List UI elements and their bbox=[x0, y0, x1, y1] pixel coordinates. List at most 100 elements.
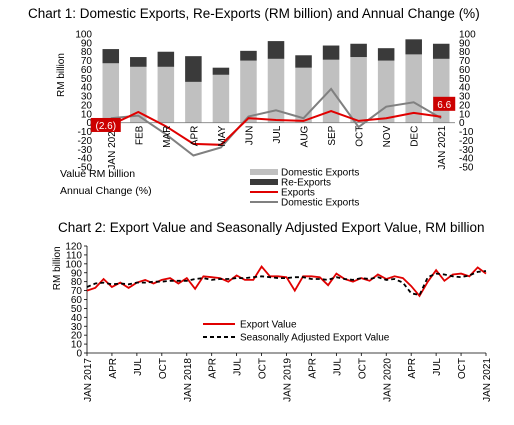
chart2-xtick: OCT bbox=[158, 358, 169, 379]
chart1-legend-swatch bbox=[250, 179, 278, 185]
chart2-xtick: JUL bbox=[133, 358, 144, 376]
chart1-ytick-left: -10 bbox=[78, 127, 93, 138]
chart1-bar-reexport bbox=[212, 67, 230, 75]
chart1-ytick-right: 20 bbox=[459, 100, 471, 111]
chart1-bar-reexport bbox=[322, 45, 340, 60]
chart2-ytick: 30 bbox=[71, 322, 83, 333]
chart2-ylabel: RM billion bbox=[52, 246, 63, 290]
chart2-ytick: 100 bbox=[65, 259, 82, 270]
chart1-ytick-right: 40 bbox=[459, 83, 471, 94]
chart2-xtick: APR bbox=[307, 358, 318, 379]
chart1-bar-reexport bbox=[295, 55, 312, 68]
chart2-xtick: JUL bbox=[332, 358, 343, 376]
chart1-bar-domestic bbox=[185, 81, 202, 123]
chart2-title: Chart 2: Export Value and Seasonally Adj… bbox=[58, 220, 485, 235]
chart1-ytick-left: 60 bbox=[81, 65, 93, 76]
chart1-side-text-value: Value RM billion bbox=[60, 168, 136, 180]
chart1-bar-reexport bbox=[405, 39, 422, 55]
chart1-xtick: MAY bbox=[217, 125, 228, 146]
chart1-bar-reexport bbox=[350, 43, 367, 58]
chart1-bar-domestic bbox=[432, 58, 450, 123]
chart1-callout-right-box bbox=[433, 96, 456, 111]
chart1-ytick-left: 80 bbox=[81, 47, 93, 58]
chart1-ytick-left: 40 bbox=[81, 83, 93, 94]
chart1-ytick-right: -50 bbox=[459, 163, 474, 174]
chart1-ytick-left: 30 bbox=[81, 92, 93, 103]
chart1-legend-label: Domestic Exports bbox=[281, 168, 359, 179]
chart1-bar-domestic bbox=[295, 67, 312, 123]
chart2-ytick: 110 bbox=[66, 250, 82, 261]
chart1-bar-domestic bbox=[130, 66, 147, 123]
chart1-ytick-right: 70 bbox=[459, 56, 471, 67]
chart2-xtick: APR bbox=[108, 358, 119, 379]
chart1-ytick-left: -50 bbox=[78, 163, 93, 174]
chart2-xtick: APR bbox=[407, 358, 418, 379]
chart1-ytick-left: 90 bbox=[81, 38, 93, 49]
chart1-bar-domestic bbox=[240, 60, 257, 123]
chart2-xtick: OCT bbox=[457, 358, 468, 379]
chart1-bar-domestic bbox=[102, 63, 120, 123]
chart1-ytick-left: 20 bbox=[81, 100, 93, 111]
chart2-xtick: JAN 2019 bbox=[283, 358, 294, 402]
chart1-ytick-right: -30 bbox=[459, 145, 474, 156]
chart1-ytick-right: 100 bbox=[459, 30, 476, 41]
chart1-bar-domestic bbox=[212, 74, 230, 123]
chart1-xtick: SEP bbox=[327, 125, 338, 145]
chart1-xtick: APR bbox=[189, 126, 200, 147]
chart2-xtick: JAN 2017 bbox=[83, 358, 94, 402]
chart1-bar-domestic bbox=[157, 66, 175, 123]
chart1-ytick-right: 90 bbox=[459, 38, 471, 49]
chart1-xtick: MAR bbox=[162, 126, 173, 148]
chart1-xtick: FEB bbox=[134, 125, 145, 145]
chart2-ytick: 50 bbox=[71, 304, 83, 315]
chart1-bar-domestic bbox=[267, 58, 285, 123]
chart2-ytick: 120 bbox=[65, 242, 82, 253]
chart1-callout-left-box bbox=[90, 117, 121, 132]
chart1-xtick: JUN bbox=[244, 126, 255, 145]
chart2-legend-label: Export Value bbox=[240, 320, 297, 331]
chart2-xtick: JAN 2020 bbox=[382, 358, 393, 402]
chart1-xtick: DEC bbox=[410, 126, 421, 147]
chart1-bar-domestic bbox=[322, 59, 340, 123]
chart1-bar-reexport bbox=[240, 50, 257, 61]
chart1-xtick: NOV bbox=[382, 125, 393, 147]
chart1-ytick-left: -20 bbox=[78, 136, 93, 147]
chart2-xtick: APR bbox=[208, 358, 219, 379]
chart1-ytick-left: -40 bbox=[78, 154, 93, 165]
chart2-xtick: JAN 2018 bbox=[183, 358, 194, 402]
chart1-bar-reexport bbox=[377, 48, 395, 61]
chart1-xtick: JAN 2021 bbox=[437, 125, 448, 169]
chart2-legend-label: Seasonally Adjusted Export Value bbox=[240, 333, 390, 344]
chart2-ytick: 60 bbox=[71, 295, 83, 306]
chart1-ytick-left: 70 bbox=[81, 56, 93, 67]
chart1-legend-label: Re-Exports bbox=[281, 178, 331, 189]
chart1-bar-domestic bbox=[377, 60, 395, 123]
chart1-legend-label: Exports bbox=[281, 188, 315, 199]
chart1-bar-reexport bbox=[157, 51, 175, 67]
chart1-bar-domestic bbox=[350, 57, 367, 123]
chart1-title: Chart 1: Domestic Exports, Re-Exports (R… bbox=[28, 6, 480, 21]
chart1-ytick-right: 60 bbox=[459, 65, 471, 76]
chart2-ytick: 40 bbox=[71, 313, 83, 324]
chart1-ytick-right: 10 bbox=[459, 109, 471, 120]
chart1-xtick: AUG bbox=[300, 125, 311, 147]
chart1-legend-swatch bbox=[250, 169, 278, 175]
chart2-xtick: OCT bbox=[357, 358, 368, 379]
chart1-xtick: JUL bbox=[272, 125, 283, 143]
chart1-callout-right-text: 6.6 bbox=[437, 100, 451, 111]
chart2-ytick: 0 bbox=[76, 349, 82, 360]
chart1-side-text-change: Annual Change (%) bbox=[60, 185, 152, 197]
chart1-xtick: JAN 2020 bbox=[107, 125, 118, 169]
chart2-xtick: OCT bbox=[258, 358, 269, 379]
chart2-ytick: 90 bbox=[71, 268, 83, 279]
chart2-ytick: 70 bbox=[71, 286, 83, 297]
chart1-bar-reexport bbox=[102, 49, 120, 64]
chart2-ytick: 80 bbox=[71, 277, 83, 288]
chart1-bar-reexport bbox=[267, 41, 285, 59]
chart1-ytick-right: 50 bbox=[459, 74, 471, 85]
chart1-ytick-right: 80 bbox=[459, 47, 471, 58]
chart2-ytick: 10 bbox=[71, 340, 83, 351]
chart1-ytick-left: -30 bbox=[78, 145, 93, 156]
chart2-xtick: JUL bbox=[233, 358, 244, 376]
